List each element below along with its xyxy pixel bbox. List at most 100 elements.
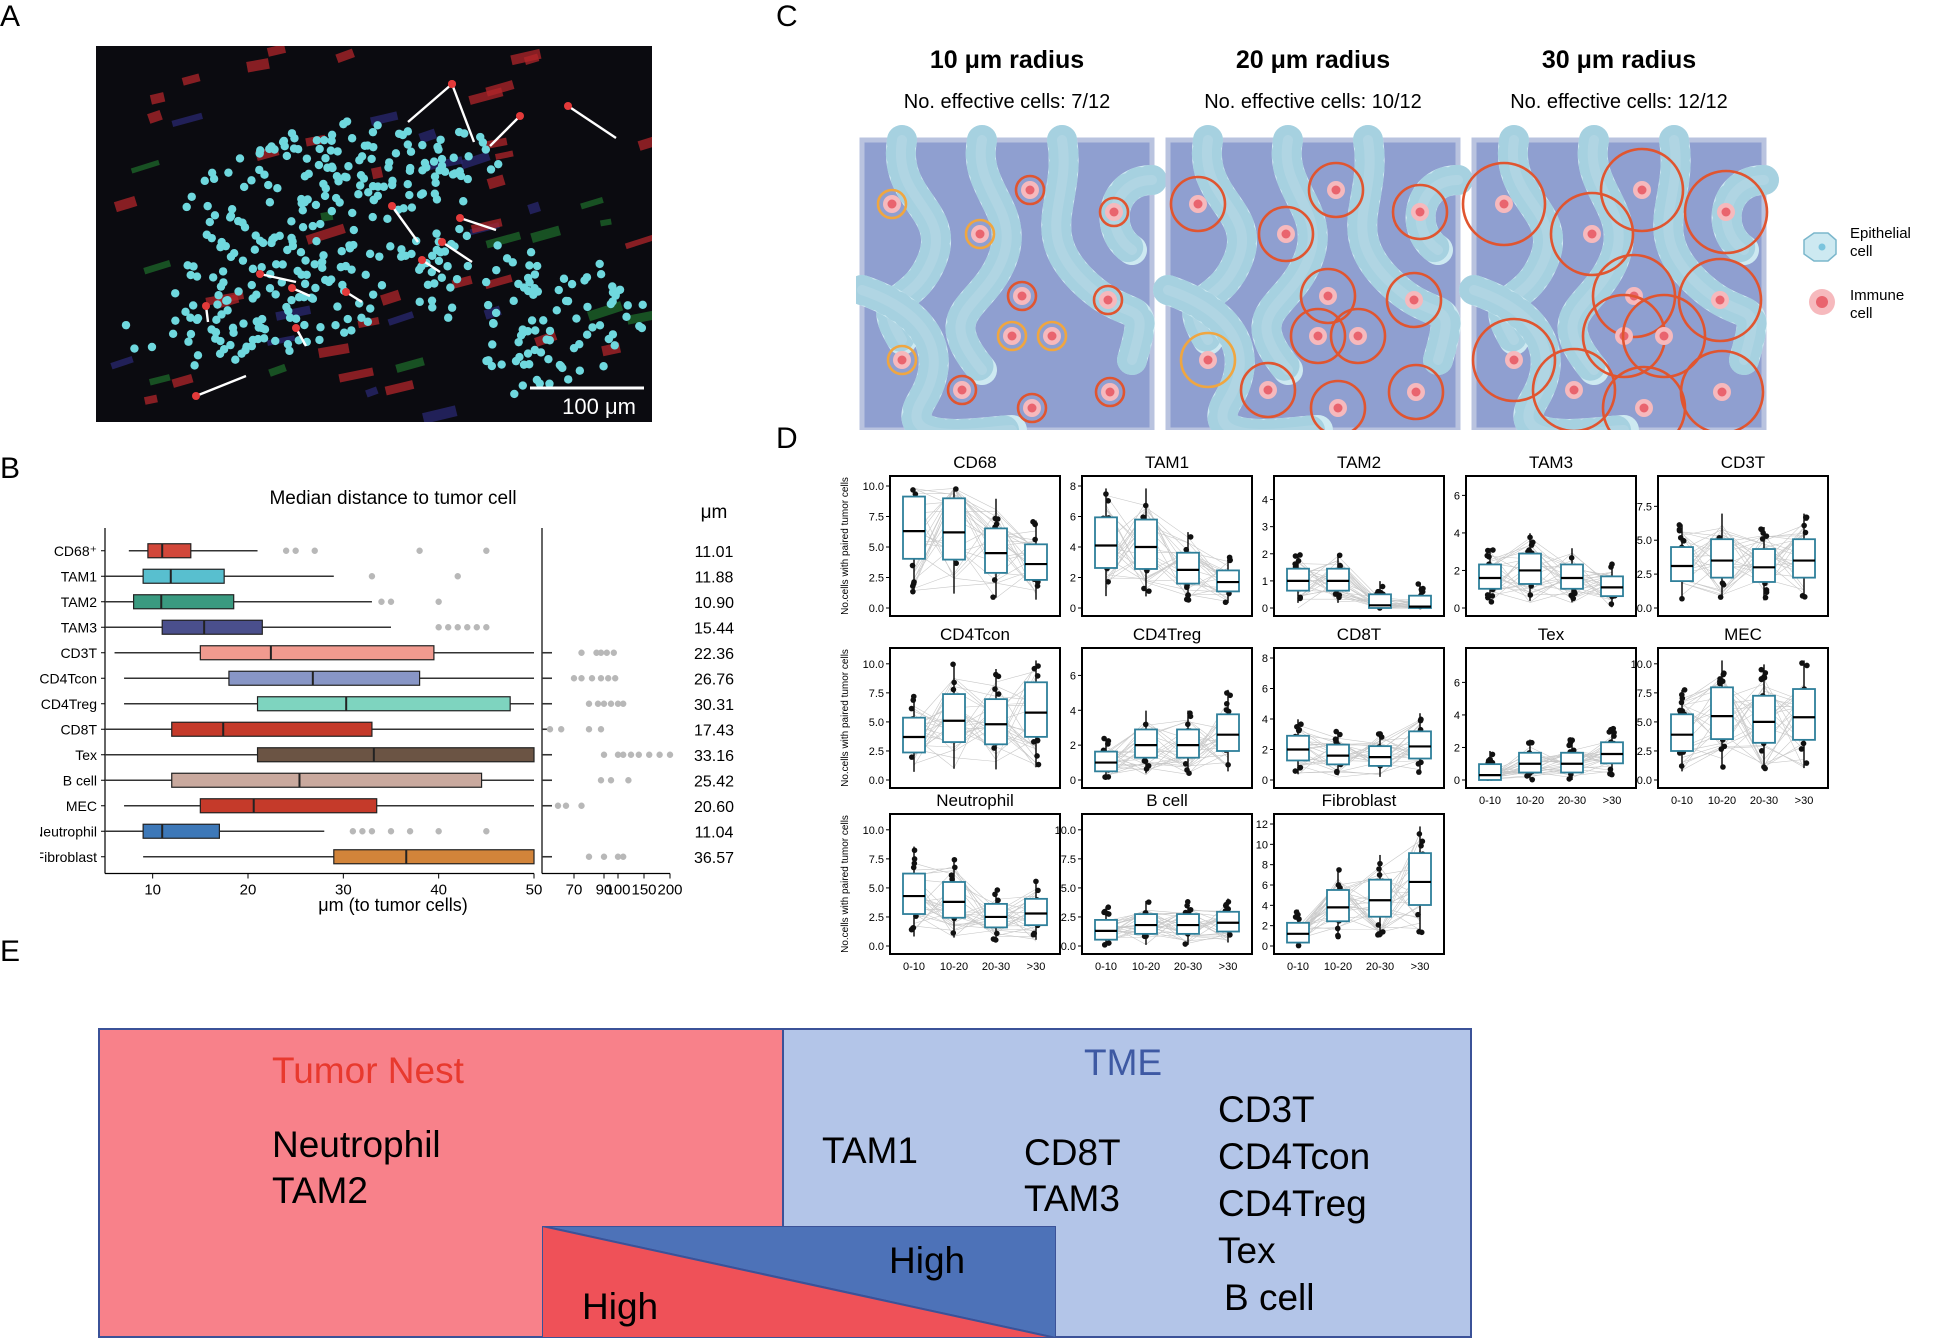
subplot: MEC 0.0 2.5 5.0 7.5 10.0 0-10 10-20 20-30 >30 <box>1631 625 1829 807</box>
x-tick-label: 10-20 <box>1324 961 1352 973</box>
box <box>1024 681 1048 738</box>
box <box>1176 728 1200 759</box>
legend-epithelial-label: Epithelial cell <box>1850 225 1911 260</box>
radius-circle <box>1385 271 1443 329</box>
subplot: TAM3 0 2 4 6 <box>1454 453 1637 617</box>
y-tick-label: 2 <box>1262 921 1268 933</box>
radius-circle <box>964 218 996 250</box>
box <box>1518 552 1542 585</box>
category-label: Neutrophil <box>40 823 97 839</box>
y-tick-label: 5.0 <box>869 883 884 895</box>
outlier-point <box>473 624 480 631</box>
tissue-schematic <box>1153 125 1473 449</box>
outlier-point <box>349 828 357 835</box>
y-tick-label: 8 <box>1262 653 1268 665</box>
x-tick-label: 0-10 <box>903 961 925 973</box>
radius-circle <box>1391 183 1449 241</box>
y-tick-label: 0.0 <box>1637 603 1652 615</box>
median-value: 22.36 <box>694 646 734 663</box>
median-value: 26.76 <box>694 671 734 688</box>
box <box>1600 741 1624 765</box>
box <box>256 747 535 763</box>
radius-circle <box>1014 174 1046 206</box>
outlier-point <box>435 598 442 605</box>
box <box>1326 889 1350 923</box>
box <box>1752 548 1776 583</box>
outlier-point <box>454 624 461 631</box>
radius-circle <box>1329 307 1387 365</box>
x-tick-label: 10-20 <box>1132 961 1160 973</box>
box <box>1094 516 1118 569</box>
y-axis-label: No.cells with paired tumor cells <box>840 477 851 615</box>
outlier-point <box>588 675 596 682</box>
outlier-point <box>607 777 615 784</box>
y-tick-label: 7.5 <box>1061 854 1076 866</box>
y-tick-label: 7.5 <box>869 688 884 700</box>
y-tick-label: 4 <box>1262 495 1268 507</box>
box <box>1134 728 1158 759</box>
panel-label-d: D <box>776 422 798 455</box>
outlier-point <box>435 828 442 835</box>
legend-immune: Immune cell <box>1809 287 1904 322</box>
radius-circle <box>1169 175 1227 233</box>
x-tick-label: 20-30 <box>1174 961 1202 973</box>
outlier-point <box>578 675 585 682</box>
box <box>984 527 1008 574</box>
outlier-point <box>593 649 600 656</box>
radius-circle <box>1461 161 1547 247</box>
subplot-title: CD4Tcon <box>940 625 1010 644</box>
radius-circle <box>1307 161 1365 219</box>
subplot-title: CD4Treg <box>1133 625 1201 644</box>
x-tick-label: 20 <box>240 882 257 899</box>
category-label: CD68⁺ <box>54 543 97 559</box>
y-tick-label: 0.0 <box>869 775 884 787</box>
median-value: 11.04 <box>695 824 734 841</box>
subplot: Tex 0 2 4 6 0-10 10-20 20-30 >30 <box>1454 625 1637 807</box>
category-label: Fibroblast <box>40 849 97 865</box>
legend-epithelial: Epithelial cell <box>1803 225 1911 262</box>
outlier-point <box>600 700 608 707</box>
panel-label-a: A <box>0 0 21 33</box>
y-tick-label: 10.0 <box>863 825 884 837</box>
y-tick-label: 0 <box>1070 603 1076 615</box>
outlier-point <box>614 700 622 707</box>
outlier-point <box>483 547 490 554</box>
box <box>1134 518 1158 570</box>
box <box>1670 713 1694 752</box>
x-tick-label: 0-10 <box>1287 961 1309 973</box>
y-tick-label: 10.0 <box>1631 659 1652 671</box>
outlier-point <box>620 751 627 758</box>
y-tick-label: 4 <box>1262 900 1268 912</box>
y-tick-label: 2.5 <box>869 573 884 585</box>
category-label: TAM3 <box>61 619 98 635</box>
radius-circle <box>1036 320 1068 352</box>
x-tick-label: 0-10 <box>1479 795 1501 807</box>
x-tick-label: 10 <box>144 882 161 899</box>
box <box>1478 563 1502 590</box>
y-tick-label: 10.0 <box>863 659 884 671</box>
outlier-point <box>627 751 635 758</box>
box <box>902 716 926 754</box>
outlier-point <box>620 853 627 860</box>
box <box>1710 686 1734 741</box>
subplot-title: TAM2 <box>1337 453 1381 472</box>
median-value: 25.42 <box>694 773 734 790</box>
subplot-title: CD8T <box>1337 625 1381 644</box>
x-tick-label: 10-20 <box>1516 795 1544 807</box>
radius-circle <box>876 188 908 220</box>
subplot: B cell 0.0 2.5 5.0 7.5 10.0 0-10 10-20 20-30 >30 <box>1055 791 1253 973</box>
unit-header: μm <box>701 502 728 523</box>
tme-col2-item: CD8T <box>1024 1132 1121 1173</box>
y-tick-label: 10 <box>1256 839 1268 851</box>
outlier-point <box>597 726 605 733</box>
box <box>199 798 378 814</box>
tme-summary-schematic: Tumor Nest Neutrophil TAM2 TME TAM1 CD8T… <box>98 1028 1472 1340</box>
subplot: CD3T 0.0 2.5 5.0 7.5 <box>1637 453 1829 617</box>
subplot: TAM2 0 1 2 3 4 <box>1262 453 1445 617</box>
median-value: 11.88 <box>695 569 734 586</box>
outlier-point <box>435 624 442 631</box>
outlier-point <box>387 598 395 605</box>
y-tick-label: 5.0 <box>1637 717 1652 729</box>
subplot-title: MEC <box>1724 625 1762 644</box>
radius-schematic-svg: 10 μm radius No. effective cells: 7/12 20 … <box>847 46 1911 451</box>
